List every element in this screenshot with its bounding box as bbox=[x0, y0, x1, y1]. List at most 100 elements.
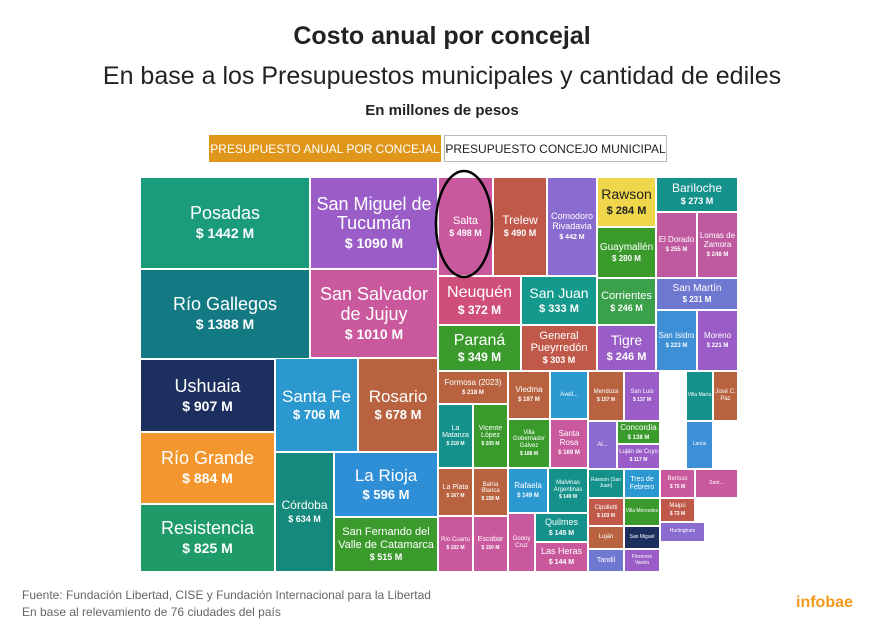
value-label: $ 255 M bbox=[665, 247, 688, 254]
tile-label: Vicente López bbox=[478, 424, 503, 440]
tile-label: Mendoza bbox=[593, 388, 619, 395]
tile-label: Hurlingham bbox=[669, 528, 696, 535]
value-label: $ 1090 M bbox=[344, 235, 404, 252]
tile: Santa Fe $ 706 M bbox=[275, 358, 358, 452]
tile-label: Río Grande bbox=[160, 448, 255, 469]
tile: Villa Gobernador Gálvez $ 188 M bbox=[508, 419, 550, 468]
value-label: $ 197 M bbox=[518, 397, 540, 404]
tile: Moreno $ 221 M bbox=[697, 310, 738, 371]
value-label: $ 149 M bbox=[558, 494, 578, 501]
tile: Formosa (2023) $ 218 M bbox=[438, 371, 508, 404]
tile-label: Godoy Cruz bbox=[512, 535, 531, 549]
value-label: $ 157 M bbox=[596, 396, 616, 403]
tab[interactable]: PRESUPUESTO CONCEJO MUNICIPAL bbox=[444, 135, 667, 162]
value-label: $ 152 M bbox=[446, 544, 465, 551]
tile-label: Río Cuarto bbox=[440, 536, 470, 543]
tile-label: Rawson bbox=[601, 186, 652, 203]
tile: Godoy Cruz bbox=[508, 513, 535, 572]
tile: Al... bbox=[588, 421, 617, 469]
value-label: $ 150 M bbox=[481, 545, 500, 552]
tile-label: Villa Mercedes bbox=[625, 508, 659, 515]
tile-label: Tigre bbox=[610, 332, 643, 349]
tile-label: Cipolletti bbox=[594, 504, 618, 511]
value-label: $ 117 M bbox=[629, 457, 648, 464]
tile: Sant... bbox=[695, 469, 738, 498]
tile: Neuquén $ 372 M bbox=[438, 276, 521, 325]
tile: Río Gallegos $ 1388 M bbox=[140, 269, 310, 359]
value-label: $ 205 M bbox=[481, 440, 500, 447]
tile-label: San Juan bbox=[529, 284, 589, 301]
value-label: $ 1442 M bbox=[195, 225, 255, 242]
tile-label: Moreno bbox=[703, 330, 732, 340]
tile-label: San Miguel bbox=[629, 533, 655, 540]
value-label: $ 231 M bbox=[682, 295, 712, 305]
tile-label: Rosario bbox=[368, 386, 428, 406]
tile-label: Maipú bbox=[669, 502, 686, 509]
value-label: $ 372 M bbox=[457, 302, 502, 317]
tile-label: José C. Paz bbox=[715, 389, 736, 402]
value-label: $ 73 M bbox=[669, 510, 686, 517]
tab-active[interactable]: PRESUPUESTO ANUAL POR CONCEJAL bbox=[209, 135, 441, 162]
tile: Rafaela $ 149 M bbox=[508, 468, 548, 513]
tile-label: Trelew bbox=[502, 212, 538, 227]
tile: Lomas de Zamora $ 248 M bbox=[697, 212, 738, 278]
tile: General Pueyrredón $ 303 M bbox=[521, 325, 597, 371]
tile-label: Las Heras bbox=[540, 546, 583, 557]
tile: San Miguel de Tucumán $ 1090 M bbox=[310, 177, 438, 269]
tile: Avell... bbox=[550, 371, 588, 419]
value-label: $ 825 M bbox=[182, 540, 233, 557]
tile-label: Al... bbox=[597, 441, 608, 448]
tile: San Juan $ 333 M bbox=[521, 276, 597, 325]
tile: Luján de Cuyo $ 117 M bbox=[617, 444, 660, 469]
tile-label: Viedma bbox=[515, 385, 543, 395]
unit-note: En millones de pesos bbox=[365, 102, 519, 119]
value-label: $ 167 M bbox=[446, 493, 465, 500]
tile-label: Salta bbox=[452, 214, 479, 227]
tile: San Fernando del Valle de Catamarca $ 515… bbox=[334, 517, 438, 572]
highlight-ring bbox=[434, 169, 494, 279]
value-label: $ 442 M bbox=[559, 233, 585, 241]
tile: San Luis $ 137 M bbox=[624, 371, 660, 421]
tile: Maipú $ 73 M bbox=[660, 498, 695, 522]
tile: San Miguel bbox=[624, 526, 660, 549]
tile-label: Malvinas Argentinas bbox=[553, 480, 583, 493]
tile-label: Sant... bbox=[709, 479, 724, 486]
tile: José C. Paz bbox=[713, 371, 738, 421]
tile-label: Lanús bbox=[692, 441, 707, 448]
tile-label: Guaymallén bbox=[599, 241, 654, 253]
tile-label: Escobar bbox=[477, 536, 504, 544]
value-label: $ 149 M bbox=[517, 492, 539, 499]
tile-label: Río Gallegos bbox=[172, 294, 278, 315]
value-label: $ 218 M bbox=[446, 440, 465, 447]
tile-label: San Luis bbox=[630, 388, 654, 395]
tile-label: Santa Rosa bbox=[558, 429, 580, 448]
tile-label: Lomas de Zamora bbox=[699, 230, 736, 249]
tile: Escobar $ 150 M bbox=[473, 516, 508, 572]
value-label: $ 515 M bbox=[369, 551, 403, 562]
tile: Villa Mercedes bbox=[624, 498, 660, 526]
value-label: $ 349 M bbox=[457, 350, 502, 365]
value-label: $ 884 M bbox=[182, 470, 233, 487]
value-label: $ 103 M bbox=[596, 512, 616, 519]
tile-label: Bahía Blanca bbox=[481, 481, 500, 495]
tile-label: Posadas bbox=[189, 203, 261, 224]
value-label: $ 248 M bbox=[706, 251, 729, 258]
tile-label: Luján de Cuyo bbox=[619, 449, 658, 456]
tile-label: Corrientes bbox=[601, 289, 652, 302]
source: Fuente: Fundación Libertad, CISE y Funda… bbox=[22, 588, 431, 602]
tile: Vicente López $ 205 M bbox=[473, 404, 508, 468]
value-label: $ 303 M bbox=[542, 355, 576, 366]
chart-title: Costo anual por concejal bbox=[293, 22, 591, 50]
tile: Rosario $ 678 M bbox=[358, 358, 438, 452]
tile: Río Grande $ 884 M bbox=[140, 432, 275, 504]
tile: Tres de Febrero bbox=[624, 469, 660, 498]
value-label: $ 221 M bbox=[706, 342, 729, 349]
value-label: $ 169 M bbox=[558, 450, 580, 456]
tile-label: San Salvador de Jujuy bbox=[319, 284, 429, 324]
tile-label: Neuquén bbox=[447, 284, 512, 302]
tile: Guaymallén $ 280 M bbox=[597, 227, 656, 278]
value-label: $ 284 M bbox=[606, 204, 647, 217]
tile-label: Ushuaia bbox=[174, 375, 241, 396]
tile: Córdoba $ 634 M bbox=[275, 452, 334, 572]
